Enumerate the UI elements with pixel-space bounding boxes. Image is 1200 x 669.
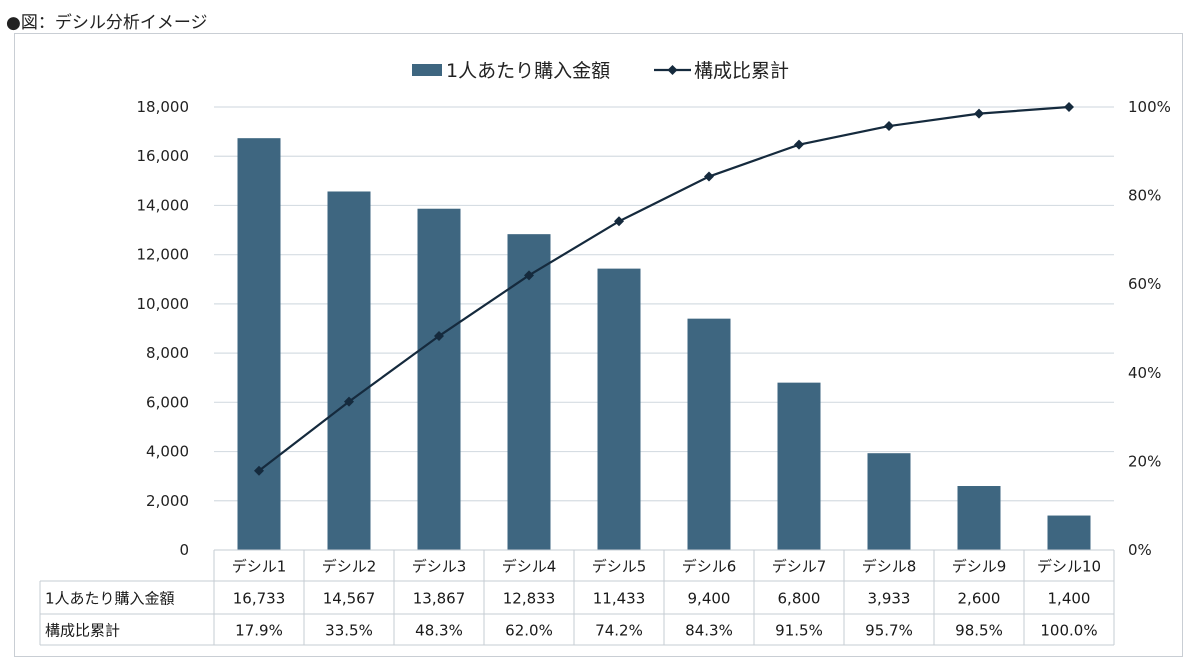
- y-left-tick-label: 6,000: [146, 393, 189, 411]
- x-tick-label: デシル6: [682, 558, 737, 576]
- bar: [777, 382, 821, 550]
- y-right-tick-label: 0%: [1128, 541, 1152, 559]
- table-cell: 100.0%: [1040, 622, 1097, 640]
- y-left-tick-label: 4,000: [146, 443, 189, 461]
- y-left-tick-label: 2,000: [146, 492, 189, 510]
- legend-bar-label: 1人あたり購入金額: [446, 60, 610, 82]
- table-cell: 33.5%: [325, 622, 373, 640]
- y-left-tick-label: 14,000: [137, 196, 190, 214]
- bar: [327, 191, 371, 551]
- bar: [417, 208, 461, 551]
- x-tick-label: デシル10: [1037, 558, 1101, 576]
- table-cell: 9,400: [688, 590, 731, 608]
- x-tick-label: デシル3: [412, 558, 467, 576]
- table-cell: 98.5%: [955, 622, 1003, 640]
- bar: [867, 453, 911, 550]
- x-tick-label: デシル2: [322, 558, 377, 576]
- line-point: [794, 139, 804, 150]
- table-cell: 13,867: [413, 590, 466, 608]
- table-cell: 12,833: [503, 590, 556, 608]
- table-cell: 91.5%: [775, 622, 823, 640]
- x-tick-label: デシル8: [862, 558, 917, 576]
- table-cell: 11,433: [593, 590, 646, 608]
- table-cell: 6,800: [778, 590, 821, 608]
- x-tick-label: デシル1: [232, 558, 287, 576]
- y-left-tick-label: 18,000: [137, 98, 190, 116]
- line-point: [1064, 102, 1074, 112]
- line-point: [434, 331, 444, 342]
- line-point: [524, 270, 534, 281]
- y-right-tick-label: 20%: [1128, 452, 1161, 470]
- y-right-tick-label: 60%: [1128, 275, 1161, 293]
- x-tick-label: デシル5: [592, 558, 647, 576]
- table-cell: 14,567: [323, 590, 376, 608]
- legend-bar-swatch: [412, 64, 442, 76]
- table-cell: 62.0%: [505, 622, 553, 640]
- line-point: [974, 108, 984, 119]
- bar: [1047, 515, 1091, 550]
- cumulative-line: [258, 105, 1070, 472]
- line-point: [884, 121, 894, 132]
- table-cell: 48.3%: [415, 622, 463, 640]
- table-cell: 95.7%: [865, 622, 913, 640]
- x-tick-label: デシル7: [772, 558, 827, 576]
- table-cell: 84.3%: [685, 622, 733, 640]
- bar: [957, 486, 1001, 550]
- legend-line-marker: [667, 65, 678, 75]
- chart-frame: 0 2,000 4,000 6,000 8,000 10,000 12,000 14,000 1…: [14, 33, 1183, 657]
- figure-caption: ●図：デシル分析イメージ: [6, 13, 208, 33]
- table-row-header: 構成比累計: [45, 622, 120, 640]
- y-left-tick-label: 12,000: [137, 246, 190, 264]
- line-point: [254, 465, 264, 476]
- legend-line-label: 構成比累計: [694, 60, 789, 82]
- line-point: [344, 396, 354, 407]
- bar: [237, 138, 281, 550]
- x-tick-label: デシル4: [502, 558, 557, 576]
- line-point: [704, 171, 714, 182]
- y-right-tick-label: 80%: [1128, 187, 1161, 205]
- y-left-tick-label: 0: [179, 541, 189, 559]
- table-cell: 17.9%: [235, 622, 283, 640]
- table-row-header: 1人あたり購入金額: [45, 590, 175, 608]
- bar: [687, 318, 731, 550]
- y-right-tick-label: 40%: [1128, 364, 1161, 382]
- line-point: [614, 216, 624, 227]
- y-left-tick-label: 10,000: [137, 295, 190, 313]
- bar: [597, 268, 641, 550]
- x-tick-label: デシル9: [952, 558, 1007, 576]
- table-cell: 74.2%: [595, 622, 643, 640]
- y-left-tick-label: 16,000: [137, 147, 190, 165]
- y-left-tick-label: 8,000: [146, 344, 189, 362]
- y-right-tick-label: 100%: [1128, 98, 1171, 116]
- table-cell: 2,600: [958, 590, 1001, 608]
- bar: [507, 234, 551, 551]
- table-cell: 3,933: [868, 590, 911, 608]
- table-cell: 16,733: [233, 590, 286, 608]
- table-cell: 1,400: [1048, 590, 1091, 608]
- decile-chart: 0 2,000 4,000 6,000 8,000 10,000 12,000 14,000 1…: [39, 60, 1171, 646]
